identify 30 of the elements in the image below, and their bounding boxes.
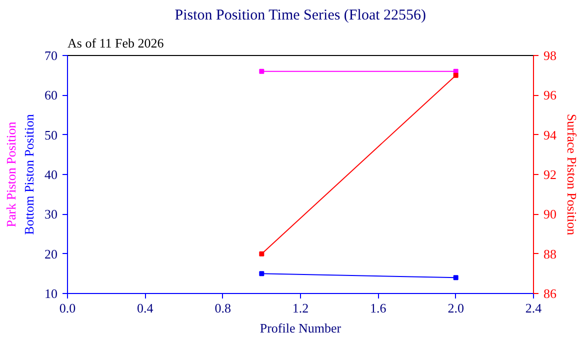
y-tick-label: 70 xyxy=(44,48,58,63)
y2-tick-label: 96 xyxy=(544,88,557,103)
y-tick-label: 30 xyxy=(44,206,58,222)
x-tick-label: 2.0 xyxy=(448,300,464,316)
y-tick-label: 40 xyxy=(44,167,58,182)
x-tick-label: 0.0 xyxy=(59,300,76,316)
x-tick-label: 0.8 xyxy=(214,300,231,316)
y2-tick-label: 92 xyxy=(544,167,556,182)
chart-subtitle: As of 11 Feb 2026 xyxy=(68,36,164,50)
text: Park Piston Position xyxy=(4,121,18,228)
x-tick-label: 2.4 xyxy=(525,300,542,316)
point xyxy=(259,271,264,276)
point xyxy=(259,68,264,74)
y2-tick-label: 94 xyxy=(544,127,557,142)
y-tick-label: 60 xyxy=(44,88,58,103)
x-tick-label: 1.6 xyxy=(370,300,387,316)
legend-label: Surface Piston Position xyxy=(564,114,580,236)
y2-tick-label: 86 xyxy=(544,286,557,301)
point xyxy=(453,275,458,280)
y-tick-label: 20 xyxy=(44,246,58,262)
x-tick-label: 0.4 xyxy=(137,300,154,316)
y-tick-label: 50 xyxy=(44,127,58,142)
y2-tick-label: 88 xyxy=(544,246,556,262)
text: Bottom Piston Position xyxy=(22,114,36,235)
x-axis-title: Profile Number xyxy=(260,320,342,336)
chart-title: Piston Position Time Series (Float 22556) xyxy=(174,8,426,24)
y2-tick-label: 98 xyxy=(544,48,556,63)
y2-tick-label: 90 xyxy=(544,206,556,222)
y-tick-label: 10 xyxy=(44,286,58,301)
x-tick-label: 1.2 xyxy=(292,300,309,316)
